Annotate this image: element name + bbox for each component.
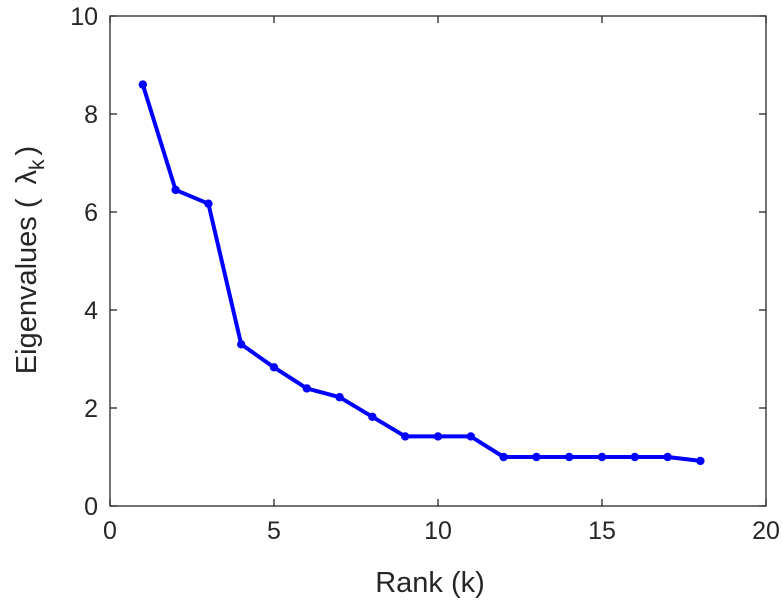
y-axis-label-suffix: ) bbox=[11, 146, 43, 156]
axes: 0 5 10 15 20 0 2 4 6 8 10 bbox=[70, 3, 780, 545]
y-tick-label: 2 bbox=[84, 395, 98, 423]
x-tick-label: 5 bbox=[267, 517, 281, 545]
y-tick-label: 8 bbox=[84, 101, 98, 129]
x-tick-label: 20 bbox=[752, 517, 780, 545]
data-point bbox=[302, 384, 311, 393]
data-point bbox=[630, 452, 639, 462]
x-tick-label: 15 bbox=[588, 517, 616, 545]
data-point bbox=[565, 452, 574, 462]
data-point bbox=[696, 456, 705, 466]
data-point bbox=[171, 185, 180, 195]
series-layer bbox=[138, 80, 705, 466]
data-point bbox=[466, 432, 475, 441]
series-line bbox=[140, 82, 703, 463]
x-tick-label: 10 bbox=[424, 517, 452, 545]
data-point bbox=[269, 363, 279, 372]
x-axis-label: Rank (k) bbox=[375, 567, 485, 599]
data-point bbox=[663, 452, 672, 462]
y-tick-label: 4 bbox=[84, 297, 98, 325]
data-point bbox=[433, 432, 443, 441]
data-point bbox=[499, 452, 508, 462]
data-point bbox=[335, 393, 344, 402]
data-point bbox=[204, 199, 213, 208]
y-tick-label: 0 bbox=[84, 493, 98, 521]
data-point bbox=[401, 432, 410, 441]
y-axis-label-prefix: Eigenvalues ( bbox=[11, 198, 43, 374]
y-axis-label-symbol: λ bbox=[11, 169, 43, 184]
x-tick-label: 0 bbox=[103, 517, 117, 545]
data-point bbox=[532, 452, 541, 462]
y-axis-label: Eigenvalues ( λk) bbox=[11, 146, 49, 374]
data-point bbox=[138, 80, 147, 89]
y-tick-label: 10 bbox=[70, 3, 98, 31]
data-point bbox=[597, 452, 607, 462]
data-point bbox=[368, 412, 377, 422]
data-point bbox=[237, 340, 246, 349]
y-axis-label-subscript: k bbox=[26, 159, 49, 170]
y-tick-label: 6 bbox=[84, 199, 98, 227]
